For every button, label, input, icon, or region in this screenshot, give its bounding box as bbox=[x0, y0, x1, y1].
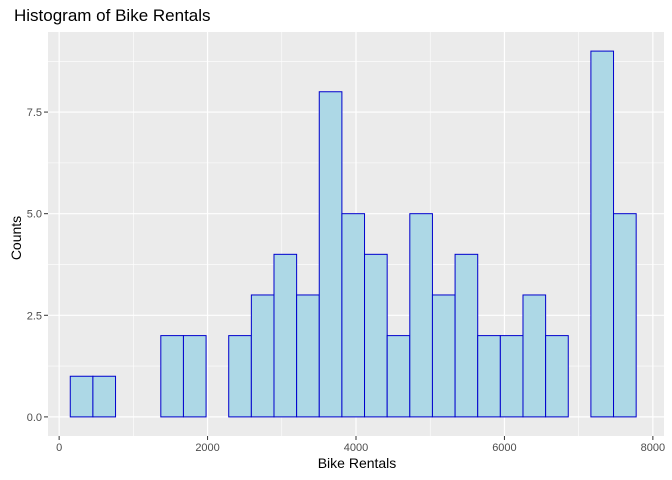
histogram-bar bbox=[522, 294, 547, 418]
histogram-bar bbox=[228, 335, 252, 418]
histogram-bar bbox=[318, 91, 343, 418]
histogram-bar bbox=[499, 335, 524, 418]
chart-title: Histogram of Bike Rentals bbox=[14, 6, 211, 25]
histogram-bar bbox=[431, 294, 456, 418]
histogram-bar bbox=[250, 294, 275, 418]
histogram-bar bbox=[273, 253, 298, 418]
x-axis-label: Bike Rentals bbox=[317, 455, 397, 471]
histogram-bar bbox=[296, 294, 320, 418]
histogram-bar bbox=[386, 335, 411, 418]
y-tick-label: 0.0 bbox=[27, 412, 42, 424]
histogram-bar bbox=[92, 375, 117, 418]
x-tick-label: 0 bbox=[56, 442, 62, 454]
histogram-bar bbox=[545, 335, 569, 418]
histogram-bar bbox=[182, 335, 207, 418]
x-tick-label: 6000 bbox=[492, 442, 516, 454]
x-tick-label: 8000 bbox=[641, 442, 665, 454]
histogram-bar bbox=[409, 213, 433, 418]
axes: 0 2000 4000 6000 8000 0.0 2.5 5.0 7.5 bbox=[27, 107, 665, 454]
histogram-bar bbox=[160, 335, 184, 418]
histogram-bar bbox=[341, 213, 366, 418]
histogram-bar bbox=[477, 335, 501, 418]
histogram-bar bbox=[69, 375, 94, 418]
histogram-bar bbox=[454, 253, 479, 418]
y-tick-label: 7.5 bbox=[27, 107, 42, 119]
histogram-bar bbox=[590, 50, 615, 418]
histogram-bars bbox=[69, 50, 637, 418]
y-tick-label: 2.5 bbox=[27, 310, 42, 322]
x-tick-label: 4000 bbox=[344, 442, 368, 454]
x-tick-label: 2000 bbox=[195, 442, 219, 454]
histogram-bar bbox=[613, 213, 637, 418]
y-tick-label: 5.0 bbox=[27, 209, 42, 221]
histogram-bar bbox=[364, 253, 388, 418]
